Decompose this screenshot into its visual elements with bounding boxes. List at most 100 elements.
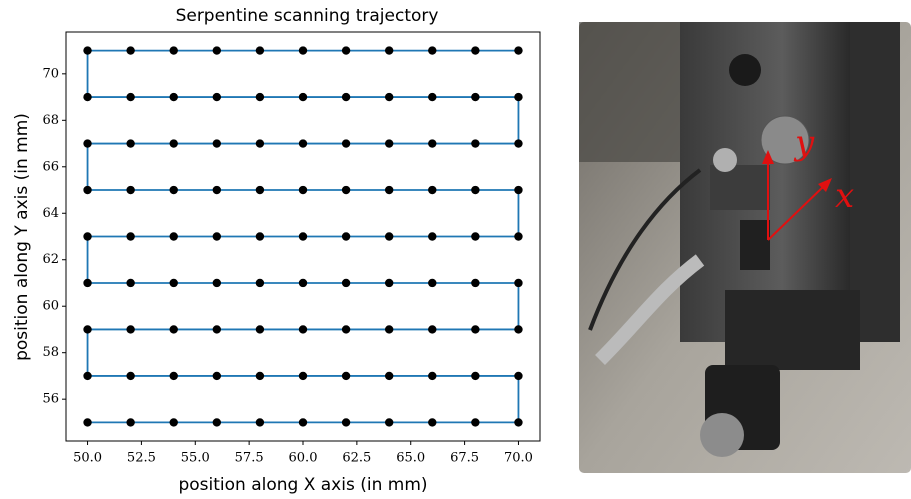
arrow-y-head [762,150,774,164]
scan-point [471,232,480,241]
y-tick-label: 70 [42,66,59,81]
scan-point [169,325,178,334]
scan-point [83,325,92,334]
plot-area: 50.0 52.5 55.0 57.5 60.0 62.5 65.0 67.5 70.0 56 58… [42,46,533,466]
scan-point [471,139,480,148]
scan-point [428,418,437,427]
scan-point [514,278,523,288]
scan-point [169,92,178,102]
scan-point [212,325,222,334]
scan-point [471,418,480,427]
scan-point [514,46,523,55]
mount-knob [760,115,810,165]
scan-point [212,371,222,381]
mount-screw [713,148,737,172]
scan-point [471,46,480,55]
scan-point [126,232,135,241]
scan-point [169,278,178,288]
scan-point [212,418,222,427]
stage-hole [729,54,761,86]
cable [588,168,702,331]
scan-point [126,92,135,102]
scan-point [255,371,265,381]
sensor [740,220,770,270]
scan-point [169,232,178,241]
x-tick-label: 65.0 [396,451,425,466]
scan-point [514,139,523,148]
scan-point [428,185,437,195]
scan-point [428,46,437,55]
photo-shadow [579,22,699,162]
scan-point [83,232,92,241]
scan-point [212,139,222,148]
y-tick-label: 58 [42,345,59,360]
scan-point [471,325,480,334]
y-tick-label: 68 [42,113,59,128]
scan-point [126,278,135,288]
scan-point [298,418,308,427]
scan-point [428,92,437,102]
scan-point [341,371,351,381]
scan-point [255,232,265,241]
scan-point [384,371,394,381]
scan-point [514,92,523,102]
scan-point [212,92,222,102]
cable-connector [595,254,705,365]
y-tick-label: 66 [42,159,59,174]
scan-point [384,418,394,427]
scan-point [341,232,351,241]
scan-point [514,325,523,334]
stage-base [725,290,860,370]
scan-point [169,371,178,381]
x-axis-label: position along X axis (in mm) [178,475,427,495]
y-tick-label: 60 [42,299,59,314]
photo-x-label: x [835,176,854,216]
scan-point [83,139,92,148]
scan-point [298,232,308,241]
scan-point [169,139,178,148]
scan-point [255,278,265,288]
arrow-x [767,184,826,241]
x-tick-label: 67.5 [450,451,479,466]
scan-point [341,139,351,148]
scan-point [212,278,222,288]
scan-point [428,325,437,334]
scan-point [255,325,265,334]
scan-point [341,418,351,427]
scan-point [298,92,308,102]
scan-point [169,185,178,195]
scan-point [514,232,523,241]
scan-point [255,46,265,55]
scan-point [298,139,308,148]
x-tick-label: 57.5 [235,451,264,466]
photo-y-label: y [793,123,815,163]
scan-point [126,371,135,381]
y-tick-label: 56 [42,392,59,407]
scan-point [384,139,394,148]
x-tick-label: 70.0 [504,451,533,466]
scan-point [298,46,308,55]
scan-point [298,325,308,334]
scan-point [471,278,480,288]
chart-title: Serpentine scanning trajectory [176,6,439,26]
scan-point [514,185,523,195]
scan-point [255,185,265,195]
scan-point [384,232,394,241]
scan-point [212,232,222,241]
scan-point [341,92,351,102]
scan-point [298,185,308,195]
scan-point [384,92,394,102]
scan-point [126,139,135,148]
scan-point [428,278,437,288]
scan-point [341,185,351,195]
scan-point [169,46,178,55]
x-tick-label: 50.0 [73,451,102,466]
y-tick-label: 64 [42,206,59,221]
x-tick-label: 52.5 [127,451,156,466]
motor-cap [700,413,744,457]
scan-point [298,371,308,381]
scan-point [341,46,351,55]
scan-point [83,46,92,55]
scan-point [169,418,178,427]
